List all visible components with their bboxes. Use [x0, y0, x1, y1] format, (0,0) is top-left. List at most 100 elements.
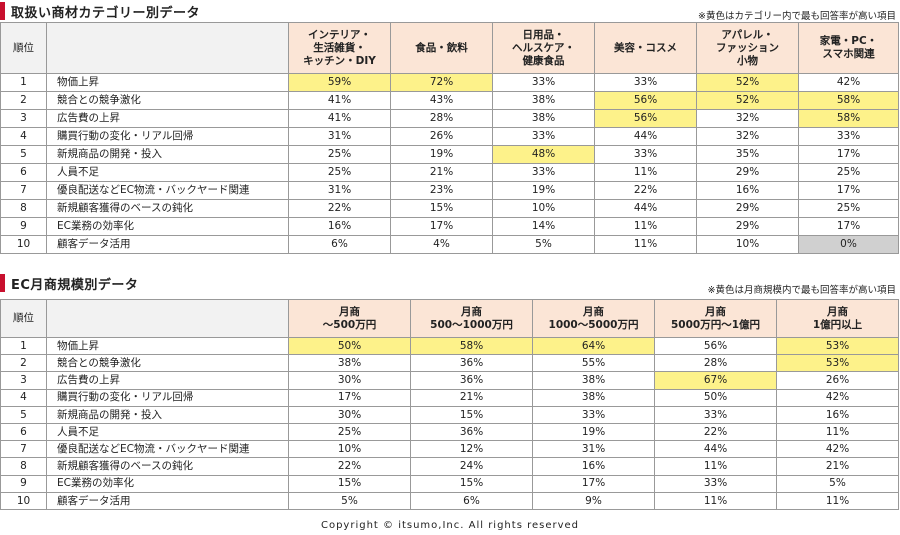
- value-cell: 44%: [594, 199, 697, 218]
- value-cell: 5%: [288, 491, 411, 510]
- value-cell: 25%: [798, 163, 899, 182]
- table-row: 1 物価上昇 59% 72% 33% 33% 52% 42%: [0, 73, 899, 92]
- value-cell: 16%: [288, 217, 391, 236]
- value-cell: 22%: [594, 181, 697, 200]
- value-cell: 33%: [532, 405, 655, 424]
- value-cell: 11%: [654, 491, 777, 510]
- value-cell: 33%: [492, 73, 595, 92]
- value-cell: 15%: [410, 474, 533, 493]
- rank-cell: 4: [0, 127, 47, 146]
- table-row: 9 EC業務の効率化 16% 17% 14% 11% 29% 17%: [0, 217, 899, 236]
- monthly-note: ※黄色は月商規模内で最も回答率が高い項目: [707, 285, 896, 296]
- value-cell: 55%: [532, 354, 655, 373]
- value-cell: 53%: [776, 354, 899, 373]
- item-cell: 人員不足: [46, 422, 289, 442]
- column-header-line: 美容・コスメ: [614, 41, 677, 54]
- column-header-line: ～500万円: [322, 318, 377, 331]
- value-cell: 26%: [776, 371, 899, 390]
- value-cell: 5%: [776, 474, 899, 493]
- column-header-line: 月商: [583, 305, 604, 318]
- rank-cell: 6: [0, 163, 47, 182]
- item-cell: EC業務の効率化: [46, 217, 289, 236]
- value-cell: 21%: [410, 388, 533, 407]
- item-cell: 購買行動の変化・リアル回帰: [46, 388, 289, 407]
- value-cell: 44%: [594, 127, 697, 146]
- table-row: 10 顧客データ活用 5% 6% 9% 11% 11%: [0, 491, 899, 510]
- table-row: 4 購買行動の変化・リアル回帰 31% 26% 33% 44% 32% 33%: [0, 127, 899, 146]
- value-cell: 44%: [654, 440, 777, 459]
- rank-cell: 2: [0, 354, 47, 373]
- value-cell: 33%: [492, 163, 595, 182]
- value-cell: 11%: [654, 457, 777, 476]
- value-cell: 28%: [390, 109, 493, 128]
- value-cell: 25%: [288, 163, 391, 182]
- value-cell: 11%: [776, 422, 899, 442]
- item-cell: 新規顧客獲得のベースの鈍化: [46, 199, 289, 218]
- column-header-line: 小物: [737, 54, 758, 67]
- rank-cell: 4: [0, 388, 47, 407]
- item-cell: 広告費の上昇: [46, 371, 289, 390]
- value-cell: 24%: [410, 457, 533, 476]
- value-cell: 4%: [390, 235, 493, 254]
- value-cell: 38%: [288, 354, 411, 373]
- value-cell: 26%: [390, 127, 493, 146]
- table-row: 3 広告費の上昇 41% 28% 38% 56% 32% 58%: [0, 109, 899, 128]
- rank-cell: 5: [0, 145, 47, 164]
- title-accent-bar: [0, 274, 5, 292]
- value-cell: 22%: [654, 422, 777, 442]
- value-cell: 23%: [390, 181, 493, 200]
- value-cell: 36%: [410, 371, 533, 390]
- item-cell: 競合との競争激化: [46, 91, 289, 110]
- table-row: 6 人員不足 25% 21% 33% 11% 29% 25%: [0, 163, 899, 182]
- column-header: アパレル・ ファッション 小物: [696, 22, 799, 74]
- table-row: 5 新規商品の開発・投入 30% 15% 33% 33% 16%: [0, 405, 899, 424]
- column-header-line: 食品・飲料: [415, 41, 468, 54]
- value-cell: 31%: [532, 440, 655, 459]
- value-cell: 10%: [696, 235, 799, 254]
- column-header-line: 月商: [705, 305, 726, 318]
- column-header-line: ヘルスケア・: [512, 41, 575, 54]
- rank-cell: 9: [0, 474, 47, 493]
- column-header: インテリア・ 生活雑貨・ キッチン・DIY: [288, 22, 391, 74]
- column-header-line: 健康食品: [522, 54, 565, 67]
- category-section-title: 取扱い商材カテゴリー別データ: [0, 0, 200, 22]
- value-cell: 33%: [594, 73, 697, 92]
- value-cell: 38%: [492, 91, 595, 110]
- item-cell: 新規顧客獲得のベースの鈍化: [46, 457, 289, 476]
- rank-cell: 7: [0, 181, 47, 200]
- value-cell: 16%: [776, 405, 899, 424]
- value-cell: 21%: [390, 163, 493, 182]
- value-cell: 53%: [776, 336, 899, 356]
- value-cell: 5%: [492, 235, 595, 254]
- column-header: 美容・コスメ: [594, 22, 697, 74]
- item-cell: 競合との競争激化: [46, 354, 289, 373]
- column-header: 月商 5000万円～1億円: [654, 299, 777, 338]
- column-header: 月商 1000～5000万円: [532, 299, 655, 338]
- value-cell: 19%: [532, 422, 655, 442]
- column-header-line: 月商: [827, 305, 848, 318]
- value-cell: 59%: [288, 73, 391, 92]
- value-cell: 15%: [390, 199, 493, 218]
- item-cell: 顧客データ活用: [46, 235, 289, 254]
- value-cell: 16%: [532, 457, 655, 476]
- column-header-line: インテリア・: [308, 28, 371, 41]
- table-row: 2 競合との競争激化 38% 36% 55% 28% 53%: [0, 354, 899, 373]
- column-header: 食品・飲料: [390, 22, 493, 74]
- value-cell: 11%: [594, 235, 697, 254]
- rank-cell: 3: [0, 109, 47, 128]
- value-cell: 11%: [594, 217, 697, 236]
- item-cell: 物価上昇: [46, 336, 289, 356]
- value-cell: 33%: [492, 127, 595, 146]
- value-cell: 38%: [532, 371, 655, 390]
- value-cell: 42%: [776, 440, 899, 459]
- item-header: [46, 299, 289, 338]
- value-cell: 58%: [798, 109, 899, 128]
- column-header-line: キッチン・DIY: [303, 54, 376, 67]
- value-cell: 22%: [288, 457, 411, 476]
- value-cell: 29%: [696, 217, 799, 236]
- column-header: 月商 500～1000万円: [410, 299, 533, 338]
- column-header-line: 1億円以上: [812, 318, 863, 331]
- column-header: 月商 1億円以上: [776, 299, 899, 338]
- table-row: 5 新規商品の開発・投入 25% 19% 48% 33% 35% 17%: [0, 145, 899, 164]
- column-header-line: 5000万円～1億円: [670, 318, 761, 331]
